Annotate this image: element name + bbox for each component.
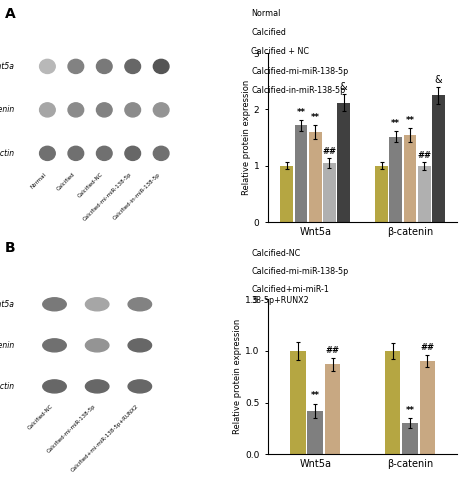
Ellipse shape <box>153 146 169 160</box>
Text: β-Actin: β-Actin <box>0 382 14 391</box>
Text: ##: ## <box>326 346 339 355</box>
Ellipse shape <box>85 298 109 311</box>
Text: Calcified-in-miR-138-5p: Calcified-in-miR-138-5p <box>112 171 161 221</box>
Text: Calcified+mi-miR-138-5p+RUNX2: Calcified+mi-miR-138-5p+RUNX2 <box>70 403 140 473</box>
Text: **: ** <box>311 391 319 400</box>
Text: Calcified-NC: Calcified-NC <box>251 249 301 258</box>
Text: Normal: Normal <box>251 9 281 17</box>
Ellipse shape <box>39 59 55 73</box>
Text: Wnt5a: Wnt5a <box>0 300 14 309</box>
Ellipse shape <box>43 380 66 393</box>
Y-axis label: Relative protein expression: Relative protein expression <box>242 80 251 195</box>
Text: Calcified-mi-miR-138-5p: Calcified-mi-miR-138-5p <box>82 171 133 222</box>
Text: B: B <box>5 242 15 256</box>
Text: Calcified-mi-miR-138-5p: Calcified-mi-miR-138-5p <box>251 267 348 276</box>
Bar <box>419 361 435 454</box>
Bar <box>385 351 401 454</box>
Bar <box>280 166 293 222</box>
Text: &: & <box>435 75 442 85</box>
Ellipse shape <box>39 103 55 117</box>
Text: **: ** <box>392 119 400 128</box>
Ellipse shape <box>85 380 109 393</box>
Ellipse shape <box>97 103 112 117</box>
Ellipse shape <box>125 103 140 117</box>
Text: **: ** <box>406 406 414 415</box>
Ellipse shape <box>39 146 55 160</box>
Ellipse shape <box>153 103 169 117</box>
Bar <box>337 103 350 222</box>
Text: Calcified: Calcified <box>251 28 286 37</box>
Bar <box>403 135 416 222</box>
Bar <box>307 411 323 454</box>
Text: Calcified + NC: Calcified + NC <box>251 47 309 56</box>
Bar <box>290 351 306 454</box>
Text: Normal: Normal <box>30 171 47 189</box>
Bar <box>309 132 321 222</box>
Ellipse shape <box>153 59 169 73</box>
Text: Calcified-in-miR-138-5p: Calcified-in-miR-138-5p <box>251 86 346 95</box>
Ellipse shape <box>97 146 112 160</box>
Ellipse shape <box>43 298 66 311</box>
Bar <box>418 166 430 222</box>
Bar <box>325 364 340 454</box>
Text: Calcified-mi-miR-138-5p: Calcified-mi-miR-138-5p <box>251 67 348 75</box>
Ellipse shape <box>97 59 112 73</box>
Ellipse shape <box>68 146 83 160</box>
Bar <box>389 137 402 222</box>
Bar <box>375 166 388 222</box>
Text: β-Catenin: β-Catenin <box>0 105 14 114</box>
Text: ##: ## <box>417 151 431 159</box>
Text: Calcified-NC: Calcified-NC <box>27 403 55 430</box>
Bar <box>294 125 307 222</box>
Text: A: A <box>5 7 16 21</box>
Text: Wnt5a: Wnt5a <box>0 62 14 71</box>
Text: ##: ## <box>420 343 434 352</box>
Text: **: ** <box>406 116 414 125</box>
Ellipse shape <box>68 59 83 73</box>
Ellipse shape <box>85 339 109 352</box>
Text: **: ** <box>311 114 319 122</box>
Ellipse shape <box>125 59 140 73</box>
Bar <box>323 163 336 222</box>
Ellipse shape <box>68 103 83 117</box>
Ellipse shape <box>128 298 152 311</box>
Text: Calcified: Calcified <box>55 171 76 192</box>
Text: Calcified+mi-miR-1
38-5p+RUNX2: Calcified+mi-miR-1 38-5p+RUNX2 <box>251 285 329 305</box>
Bar <box>432 95 445 222</box>
Bar <box>402 423 418 454</box>
Text: **: ** <box>297 108 305 117</box>
Text: Calcified-mi-miR-138-5p: Calcified-mi-miR-138-5p <box>46 403 97 454</box>
Text: β-Actin: β-Actin <box>0 149 14 158</box>
Ellipse shape <box>125 146 140 160</box>
Text: &: & <box>340 82 347 92</box>
Ellipse shape <box>43 339 66 352</box>
Ellipse shape <box>128 339 152 352</box>
Text: Calcified-NC: Calcified-NC <box>77 171 104 199</box>
Text: β-Catenin: β-Catenin <box>0 341 14 350</box>
Ellipse shape <box>128 380 152 393</box>
Y-axis label: Relative protein expression: Relative protein expression <box>233 319 242 434</box>
Text: ##: ## <box>322 147 337 156</box>
